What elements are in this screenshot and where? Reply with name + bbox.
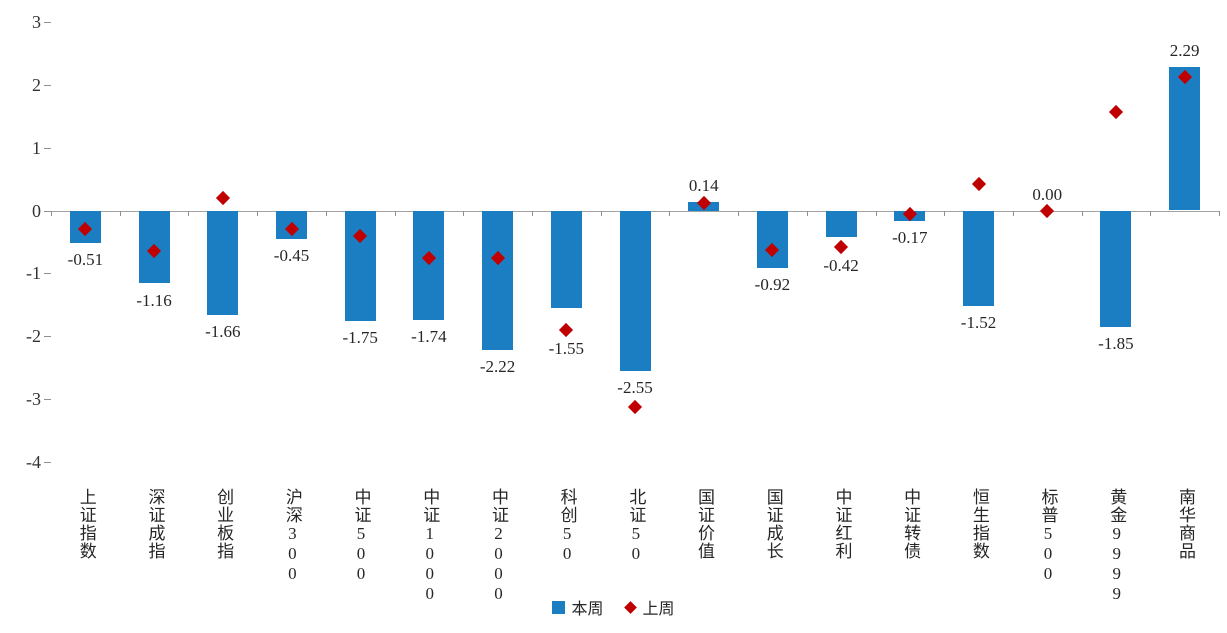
diamond-marker (1040, 203, 1055, 218)
legend-label-last-week: 上周 (642, 601, 675, 618)
category-label: 中证转债 (901, 488, 921, 560)
y-tick-label: -1 (26, 263, 41, 284)
bar (1169, 66, 1201, 211)
x-tick-mark (1150, 210, 1152, 216)
category-label: 上证指数 (76, 488, 96, 560)
y-tick-label: -4 (26, 452, 41, 472)
x-tick-mark (875, 210, 877, 216)
bar-value-label: -0.45 (273, 245, 310, 265)
bar-value-label: -0.51 (67, 249, 104, 269)
bar-value-label: -0.92 (754, 275, 791, 295)
bar-value-label: -1.85 (1098, 333, 1134, 353)
diamond-marker (1108, 104, 1123, 119)
category-label: 创业板指 (214, 488, 234, 560)
category-label: 中证500 (351, 488, 371, 584)
y-tick-label: 2 (32, 74, 41, 95)
bar (619, 210, 651, 371)
bar (413, 210, 445, 320)
bar (344, 210, 376, 321)
y-tick-mark (44, 22, 51, 23)
y-tick-mark (44, 210, 51, 212)
bar-value-label: -1.52 (960, 313, 997, 333)
x-tick-mark (463, 210, 465, 216)
x-tick-mark (119, 210, 121, 216)
bar-value-label: -1.74 (411, 326, 447, 346)
bar-value-label: 0.00 (1032, 184, 1063, 204)
x-tick-mark (944, 210, 946, 216)
category-label: 科创50 (557, 488, 577, 564)
x-tick-mark (325, 210, 327, 216)
x-tick-mark (1219, 210, 1220, 216)
bar-value-label: 2.29 (1169, 40, 1200, 60)
y-tick-label: 0 (32, 200, 41, 221)
y-tick-mark (44, 399, 51, 401)
y-tick-mark (44, 84, 51, 86)
y-tick-mark (44, 147, 51, 149)
category-label: 国证成长 (763, 488, 783, 560)
category-label: 标普500 (1038, 488, 1058, 584)
category-label: 深证成指 (145, 488, 165, 560)
category-label: 恒生指数 (969, 488, 989, 560)
category-label: 黄金9999 (1107, 488, 1127, 604)
diamond-marker (627, 400, 643, 415)
bar-value-label: -0.17 (892, 228, 928, 248)
category-label: 中证2000 (488, 488, 508, 604)
bar (825, 210, 857, 237)
x-tick-mark (531, 210, 533, 216)
bar-series-swatch-icon (552, 600, 566, 614)
bar-value-label: -2.55 (617, 377, 653, 397)
x-tick-mark (669, 210, 671, 216)
diamond-series-swatch-icon (623, 600, 637, 614)
category-label: 中证红利 (832, 488, 852, 560)
bar-value-label: -1.66 (205, 321, 241, 341)
x-tick-mark (394, 210, 396, 216)
x-tick-mark (257, 210, 259, 216)
bar-value-label: -1.75 (342, 327, 378, 347)
y-tick-label: 3 (32, 12, 41, 32)
y-tick-label: 1 (32, 137, 41, 158)
bar (1100, 210, 1132, 327)
diamond-marker (215, 190, 230, 206)
x-tick-mark (51, 210, 52, 216)
bar (550, 210, 582, 308)
legend-item-this-week: 本周 (552, 595, 604, 619)
category-label: 南华商品 (1175, 488, 1195, 560)
x-tick-mark (188, 210, 190, 216)
bar (207, 210, 239, 315)
bar (756, 210, 788, 269)
y-tick-mark (44, 273, 51, 275)
x-tick-mark (806, 210, 808, 216)
bar (963, 210, 994, 307)
bar (482, 210, 514, 351)
x-tick-mark (600, 210, 602, 216)
category-label: 国证价值 (695, 488, 715, 560)
category-label: 北证50 (626, 488, 646, 564)
category-label: 中证1000 (420, 488, 440, 604)
y-tick-label: -2 (26, 326, 41, 347)
bar-value-label: -2.22 (479, 357, 516, 377)
diamond-marker (834, 239, 849, 255)
x-tick-mark (1012, 210, 1014, 216)
bar-value-label: 0.14 (688, 175, 719, 195)
legend-item-last-week: 上周 (623, 595, 675, 619)
diamond-marker (559, 322, 574, 338)
bar-value-label: -0.42 (823, 256, 859, 275)
legend-label-this-week: 本周 (571, 601, 604, 618)
bar-value-label: -1.55 (548, 339, 585, 358)
legend: 本周 上周 (0, 594, 1227, 620)
y-tick-mark (44, 462, 51, 463)
x-tick-mark (1081, 210, 1083, 216)
x-tick-mark (738, 210, 740, 216)
diamond-marker (971, 177, 986, 192)
y-tick-label: -3 (26, 389, 41, 410)
y-tick-mark (44, 336, 51, 338)
plot-area: 3 2 1 0 -1 -2 -3 -4 -0.51 上证指数 -1.16 深证成指 -1.66 创业板指 -… (26, 12, 1220, 604)
category-label: 沪深300 (282, 488, 302, 584)
bar-value-label: -1.16 (136, 290, 172, 310)
